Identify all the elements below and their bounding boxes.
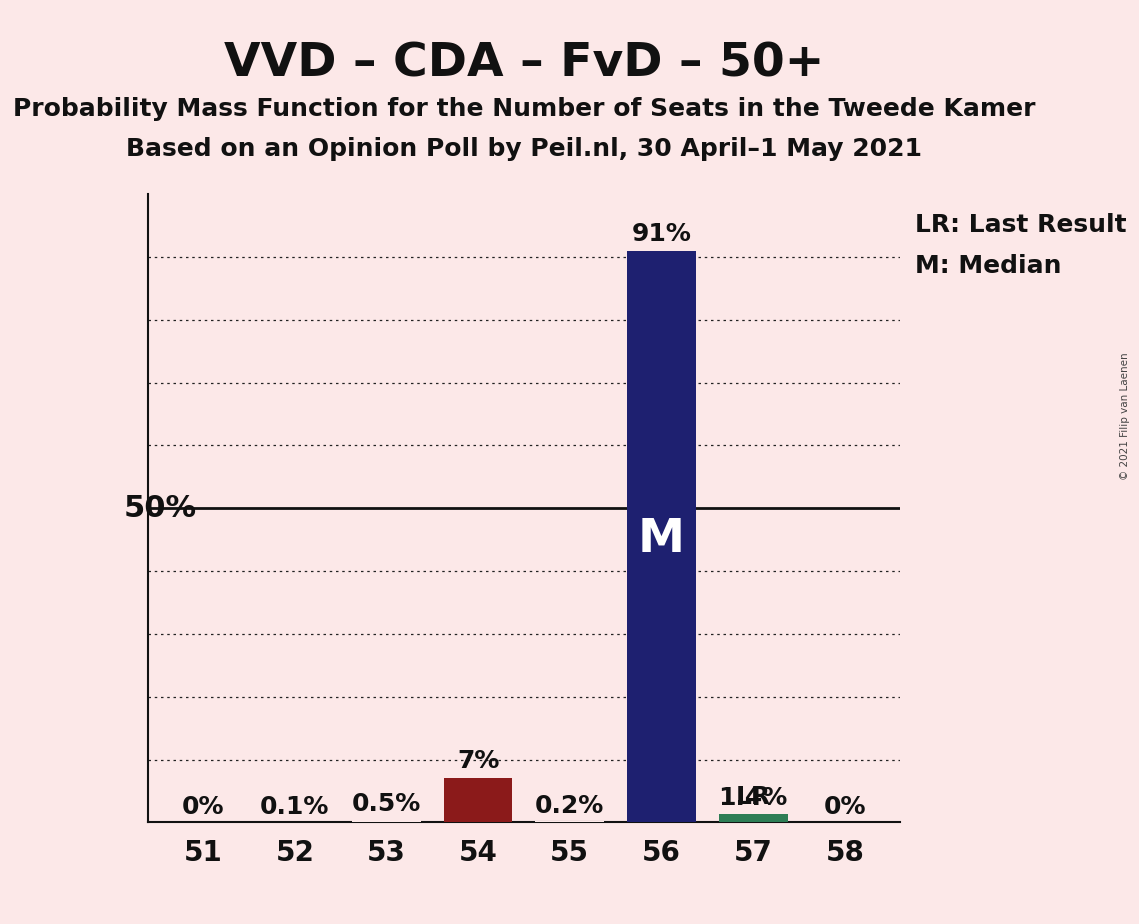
- Text: 0%: 0%: [182, 795, 224, 819]
- Text: Probability Mass Function for the Number of Seats in the Tweede Kamer: Probability Mass Function for the Number…: [13, 97, 1035, 121]
- Text: © 2021 Filip van Laenen: © 2021 Filip van Laenen: [1121, 352, 1130, 480]
- Text: 7%: 7%: [457, 749, 499, 773]
- Text: 50%: 50%: [123, 493, 197, 523]
- Text: VVD – CDA – FvD – 50+: VVD – CDA – FvD – 50+: [223, 42, 825, 87]
- Text: 91%: 91%: [631, 222, 691, 246]
- Text: 0.5%: 0.5%: [352, 792, 421, 816]
- Text: 0.2%: 0.2%: [535, 794, 605, 818]
- Bar: [352, 820, 420, 822]
- Bar: [628, 250, 696, 822]
- Text: 1.4%: 1.4%: [719, 786, 788, 810]
- Text: LR: LR: [736, 784, 771, 808]
- Bar: [444, 778, 513, 822]
- Text: 0%: 0%: [823, 795, 866, 819]
- Text: 0.1%: 0.1%: [260, 795, 329, 819]
- Bar: [535, 821, 604, 822]
- Text: LR: Last Result: LR: Last Result: [915, 213, 1126, 237]
- Text: M: M: [638, 517, 685, 562]
- Bar: [719, 813, 787, 822]
- Text: Based on an Opinion Poll by Peil.nl, 30 April–1 May 2021: Based on an Opinion Poll by Peil.nl, 30 …: [126, 137, 921, 161]
- Text: M: Median: M: Median: [915, 254, 1062, 278]
